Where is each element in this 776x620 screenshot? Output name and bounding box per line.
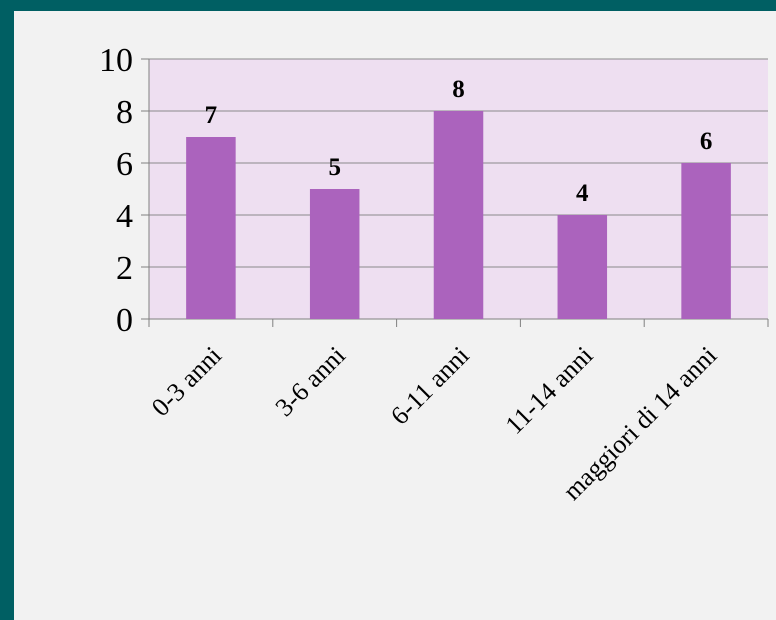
- data-label: 5: [328, 154, 341, 181]
- category-label: 6-11 anni: [385, 341, 475, 431]
- y-tick-label: 6: [116, 146, 133, 183]
- bar: [433, 111, 484, 319]
- bar: [681, 163, 731, 319]
- category-label: 3-6 anni: [270, 341, 351, 422]
- data-label: 4: [576, 180, 589, 207]
- category-label: 0-3 anni: [146, 341, 227, 422]
- bar: [186, 137, 236, 319]
- data-label: 6: [700, 128, 713, 155]
- y-tick-label: 10: [99, 42, 133, 79]
- data-label: 7: [205, 102, 218, 129]
- category-label: 11-14 anni: [500, 341, 599, 440]
- data-label: 8: [452, 76, 465, 103]
- bar: [557, 215, 608, 319]
- y-tick-label: 8: [116, 94, 133, 131]
- bar: [309, 189, 360, 319]
- y-tick-label: 2: [116, 250, 133, 287]
- y-tick-label: 0: [116, 302, 133, 339]
- y-tick-label: 4: [116, 198, 133, 235]
